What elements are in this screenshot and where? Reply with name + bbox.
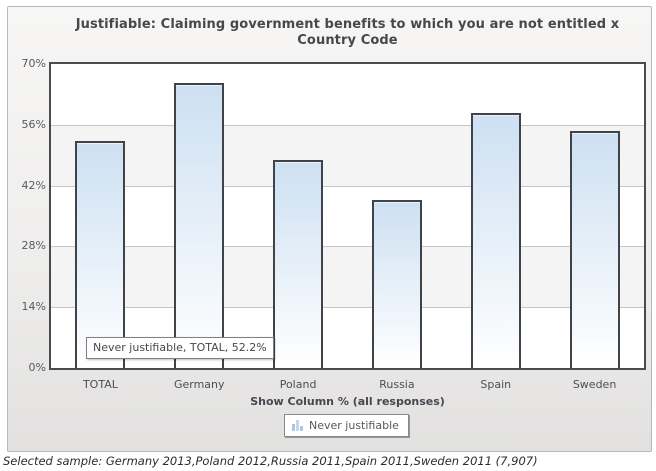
- y-tick-label: 42%: [21, 178, 46, 192]
- plot-band: [51, 64, 644, 125]
- x-axis-label-germany: Germany: [173, 378, 225, 391]
- bar-germany[interactable]: [174, 82, 225, 368]
- x-axis-title: Show Column % (all responses): [250, 395, 445, 408]
- tooltip-text: Never justifiable, TOTAL, 52.2%: [93, 341, 267, 354]
- plot-band: [51, 124, 644, 186]
- gridline: [51, 246, 644, 248]
- x-axis-label-sweden: Sweden: [572, 378, 617, 391]
- x-axis-label-total: TOTAL: [82, 378, 118, 391]
- y-tick-label: 14%: [21, 300, 46, 314]
- chart-panel: Justifiable: Claiming government benefit…: [7, 6, 652, 452]
- bar-chart-icon: [292, 420, 303, 431]
- plot-band: [51, 246, 644, 308]
- gridline: [51, 124, 644, 126]
- gridline: [51, 307, 644, 309]
- bar-sweden[interactable]: [569, 131, 620, 368]
- chart-title: Justifiable: Claiming government benefit…: [49, 17, 646, 49]
- chart-title-text: Justifiable: Claiming government benefit…: [75, 17, 620, 48]
- legend[interactable]: Never justifiable: [284, 414, 409, 437]
- bar-total[interactable]: [75, 141, 126, 368]
- selected-sample-note: Selected sample: Germany 2013,Poland 201…: [3, 454, 538, 468]
- x-axis-label-russia: Russia: [379, 378, 415, 391]
- y-tick-label: 28%: [21, 239, 46, 253]
- y-tick-label: 0%: [28, 361, 46, 374]
- y-tick-label: 56%: [21, 117, 46, 131]
- legend-label: Never justifiable: [309, 419, 399, 432]
- x-axis-label-poland: Poland: [279, 378, 317, 391]
- bar-russia[interactable]: [371, 199, 422, 368]
- x-axis-label-spain: Spain: [480, 378, 512, 391]
- plot-area: [49, 62, 646, 370]
- bar-spain[interactable]: [470, 112, 521, 368]
- gridline: [51, 185, 644, 187]
- y-tick-label: 70%: [21, 57, 46, 70]
- plot-band: [51, 185, 644, 247]
- tooltip: Never justifiable, TOTAL, 52.2%: [86, 337, 274, 359]
- bar-poland[interactable]: [273, 160, 324, 368]
